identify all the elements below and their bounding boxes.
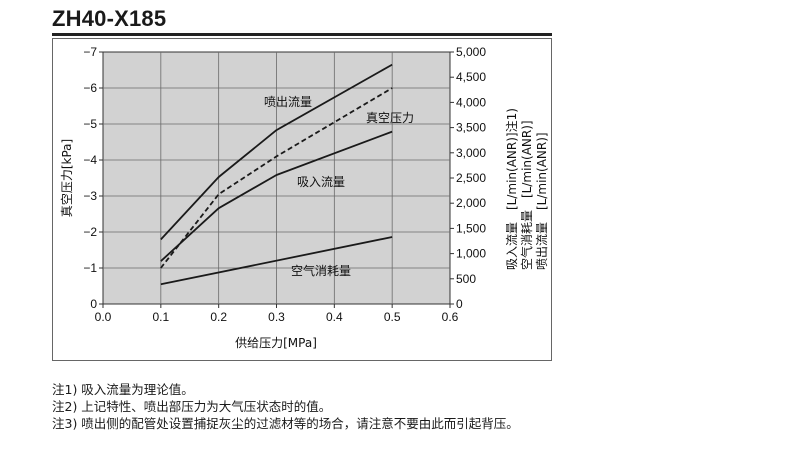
y-right-tick-label: 3,500 [456, 121, 486, 135]
y-left-tick-label: −4 [83, 153, 97, 167]
y-right-tick-label: 1,500 [456, 221, 486, 235]
y-left-tick-label: 0 [90, 297, 97, 311]
axis-ticks: 0.0 0.1 0.2 0.3 0.4 0.5 0.6 −7 −6 −5 −4 −3 −2 −1 0 5,00… [83, 45, 486, 324]
y-left-tick-label: −5 [83, 117, 97, 131]
y-right-tick-label: 4,500 [456, 70, 486, 84]
y-right-tick-label: 0 [456, 297, 463, 311]
air-consumption-line [160, 236, 393, 286]
y-right-tick-label: 4,000 [456, 95, 486, 109]
y-left-tick-label: −7 [83, 45, 97, 59]
x-tick-label: 0.0 [95, 310, 112, 324]
x-tick-label: 0.6 [442, 310, 459, 324]
suction-flow-line [160, 130, 393, 262]
vacuum-pressure-line [160, 87, 393, 269]
suction-flow-label: 吸入流量 [297, 175, 345, 189]
y-right-tick-label: 500 [456, 272, 476, 286]
discharge-flow-line [160, 63, 393, 241]
vacuum-pressure-label: 真空压力 [366, 111, 414, 125]
y-right-tick-label: 2,500 [456, 171, 486, 185]
footnote-2: 注2) 上记特性、喷出部压力为大气压状态时的值。 [52, 399, 332, 414]
footnote-1: 注1) 吸入流量为理论值。 [52, 382, 194, 397]
x-tick-label: 0.3 [268, 310, 285, 324]
y-right-tick-label: 3,000 [456, 146, 486, 160]
x-axis-label: 供给压力[MPa] [235, 336, 317, 350]
chart-frame [52, 38, 552, 361]
product-model-title: ZH40-X185 [52, 6, 167, 31]
x-tick-label: 0.4 [326, 310, 343, 324]
y-left-tick-label: −3 [83, 189, 97, 203]
y-right-tick-label: 1,000 [456, 247, 486, 261]
x-tick-label: 0.1 [152, 310, 169, 324]
footnote-3: 注3) 喷出侧的配管处设置捕捉灰尘的过滤材等的场合，请注意不要由此而引起背压。 [52, 416, 519, 431]
grid-lines [103, 52, 450, 304]
y-axis-left-label: 真空压力[kPa] [60, 139, 74, 217]
x-tick-label: 0.2 [210, 310, 227, 324]
footnotes: 注1) 吸入流量为理论值。 注2) 上记特性、喷出部压力为大气压状态时的值。 注… [52, 381, 519, 432]
y-axis-right-label-consumption: 空气消耗量 [L/min(ANR)] [519, 120, 534, 270]
y-left-tick-label: −1 [83, 261, 97, 275]
air-consumption-label: 空气消耗量 [291, 263, 351, 278]
y-left-tick-label: −2 [83, 225, 97, 239]
y-right-tick-label: 5,000 [456, 45, 486, 59]
y-axis-right-label-discharge: 喷出流量 [L/min(ANR)] [535, 132, 549, 270]
discharge-flow-label: 喷出流量 [264, 95, 312, 109]
series-layer [160, 63, 393, 286]
y-left-tick-label: −6 [83, 81, 97, 95]
y-axis-right-label-suction: 吸入流量 [L/min(ANR)]注1) [504, 108, 519, 270]
x-tick-label: 0.5 [384, 310, 401, 324]
y-right-tick-label: 2,000 [456, 196, 486, 210]
title-underline [52, 33, 552, 36]
